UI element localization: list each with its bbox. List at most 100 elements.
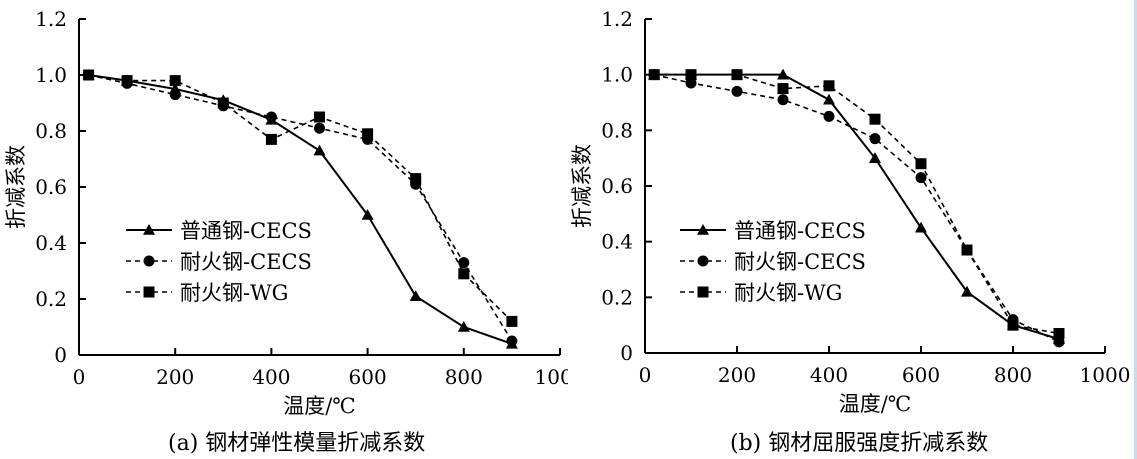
chart-a-ytick-label: 0 — [54, 343, 67, 367]
chart-b-series-2-line — [654, 73, 1060, 343]
chart-a-series-2-point — [265, 111, 277, 123]
chart-b-legend: 普通钢-CECS 耐火钢-CECS 耐火钢-WG — [680, 219, 866, 305]
chart-b-legend-marker — [697, 286, 709, 298]
chart-a-series-3-point — [217, 97, 229, 109]
chart-b-series-1 — [648, 68, 1065, 344]
chart-b-legend-label: 普通钢-CECS — [734, 219, 866, 243]
chart-b-series-2-point — [869, 133, 881, 145]
chart-b-legend-label: 耐火钢-CECS — [734, 250, 866, 274]
chart-b-series-3-point — [777, 83, 789, 95]
chart-b-series-1-point — [823, 93, 835, 105]
chart-b-series-1-line — [654, 73, 1060, 341]
chart-a-series-3-point — [362, 128, 374, 140]
chart-a-series-3-point — [314, 111, 325, 123]
chart-a-plot: 0 0.2 0.4 0.6 0.8 1.0 1.2 0 200 400 600 800 1000 温度/℃… — [4, 7, 568, 418]
chart-b-series-3-point — [823, 80, 835, 92]
chart-a-series-3-point — [121, 75, 133, 87]
chart-a-series-3-point — [265, 133, 277, 145]
chart-a-ytick-label: 1.0 — [35, 63, 67, 87]
chart-b-series-2-point — [915, 172, 927, 184]
chart-b-ytick-label: 0.4 — [601, 230, 633, 254]
chart-b-series-3-point — [869, 113, 881, 125]
chart-a-caption: (a) 钢材弹性模量折减系数 — [168, 431, 426, 456]
chart-b-xtick-label: 600 — [902, 363, 940, 387]
chart-b-ytick-label: 0.2 — [601, 285, 633, 309]
chart-b-series-2-point — [731, 85, 743, 97]
chart-a-legend: 普通钢-CECS 耐火钢-CECS 耐火钢-WG — [126, 219, 312, 305]
chart-b-ytick-label: 0 — [620, 341, 633, 365]
chart-b-caption: (b) 钢材屈服强度折减系数 — [730, 431, 989, 456]
chart-b-series-3-point — [961, 244, 973, 256]
chart-b-series-3-line — [654, 73, 1060, 335]
chart-a-series-1 — [82, 69, 518, 349]
chart-a-ytick-label: 0.2 — [35, 287, 67, 311]
chart-b-series-2-point — [777, 94, 789, 106]
chart-b-xlabel: 温度/℃ — [839, 392, 912, 416]
chart-a-series-2-point — [169, 89, 181, 101]
chart-a-xtick-label: 600 — [349, 365, 387, 389]
chart-a-series-3-point — [169, 75, 181, 87]
chart-b-ytick-label: 0.8 — [601, 118, 633, 142]
chart-b-xtick-label: 400 — [810, 363, 848, 387]
chart-a-series-2-line — [88, 74, 513, 342]
chart-a-series-1-point — [313, 144, 326, 156]
chart-a-ylabel: 折减系数 — [4, 145, 28, 229]
chart-b-series-2-point — [1053, 336, 1065, 348]
chart-a-legend-label: 普通钢-CECS — [180, 219, 312, 243]
chart-b-series-3-point — [1053, 328, 1065, 340]
chart-a-ytick-label: 1.2 — [35, 7, 67, 31]
chart-b-series-3 — [648, 69, 1065, 340]
chart-a-legend-label: 耐火钢-CECS — [180, 250, 312, 274]
chart-b-legend-label: 耐火钢-WG — [734, 281, 842, 305]
chart-b-ylabel: 折减系数 — [570, 144, 594, 228]
chart-b-xtick-label: 200 — [718, 363, 756, 387]
chart-a-series-3-point — [458, 268, 470, 280]
chart-b-series-2-point — [823, 110, 835, 122]
chart-b-series-3-point — [1007, 319, 1019, 331]
chart-b-plot: 0 0.2 0.4 0.6 0.8 1.0 1.2 0 200 400 600 800 1000 温度/℃… — [570, 7, 1131, 416]
chart-b-ytick-label: 0.6 — [601, 174, 633, 198]
chart-a-series-2 — [83, 69, 518, 347]
chart-a-legend-marker — [143, 255, 155, 267]
chart-a-series-1-point — [409, 290, 422, 301]
chart-a-ytick-label: 0.8 — [35, 119, 67, 143]
chart-a-series-3 — [83, 69, 518, 327]
chart-b-legend-marker — [697, 255, 709, 267]
chart-a-xtick-label: 200 — [156, 365, 194, 389]
chart-a-xtick-label: 400 — [252, 365, 290, 389]
chart-b-ytick-label: 1.0 — [601, 63, 633, 87]
chart-b-series-1-point — [777, 68, 789, 80]
chart-a-xlabel: 温度/℃ — [283, 394, 356, 418]
chart-a-ytick-label: 0.4 — [35, 231, 67, 255]
chart-a-xtick-label: 0 — [73, 365, 86, 389]
chart-a-series-3-point — [410, 173, 422, 185]
chart-b-series-3-point — [731, 69, 743, 81]
chart-a-series-1-point — [361, 209, 374, 220]
chart-b-series-1-point — [915, 221, 927, 233]
chart-a-series-2-point — [458, 257, 470, 269]
chart-b-series-2-point — [685, 77, 697, 89]
chart-b-series-3-point — [915, 158, 927, 170]
chart-a-series-3-line — [88, 74, 513, 322]
chart-b-xtick-label: 800 — [994, 363, 1032, 387]
chart-b-legend-marker — [697, 224, 709, 235]
chart-b-series-3-point — [685, 69, 697, 81]
chart-a-series-2-point — [314, 122, 325, 134]
chart-a-series-2-point — [506, 335, 518, 347]
chart-b-xtick-label: 0 — [639, 363, 652, 387]
chart-a-series-3-point — [83, 69, 95, 81]
chart-b-series-3-point — [648, 69, 660, 81]
chart-a-xtick-label: 800 — [445, 365, 483, 389]
chart-a-legend-marker — [143, 286, 155, 298]
chart-b-series-1-point — [869, 152, 881, 163]
chart-a-ytick-label: 0.6 — [35, 175, 67, 199]
chart-a-series-1-line — [88, 74, 513, 345]
chart-b-xtick-label: 1000 — [1080, 363, 1131, 387]
chart-b-series-1-point — [961, 285, 973, 297]
page-edge — [1134, 0, 1137, 459]
chart-a-xtick-label: 1000 — [535, 365, 568, 389]
chart-a-legend-label: 耐火钢-WG — [180, 281, 288, 305]
chart-a-legend-marker — [143, 224, 155, 235]
chart-b-series-2 — [648, 69, 1065, 348]
